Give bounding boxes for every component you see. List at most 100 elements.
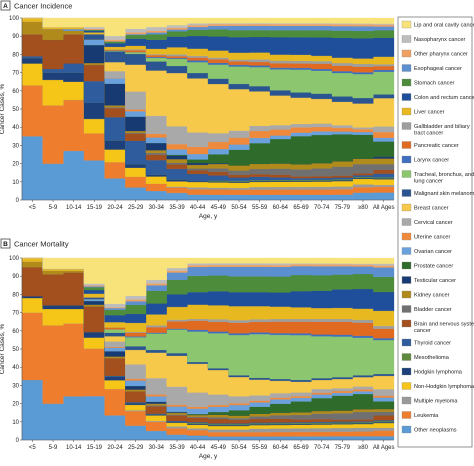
- legend-item-lip-and-oral-cavity-cancer: Lip and oral cavity cancer: [401, 20, 474, 29]
- legend-label: Cervical cancer: [414, 220, 453, 226]
- y-tick-label: 0: [16, 198, 20, 204]
- legend-label: Testicular cancer: [414, 278, 456, 284]
- legend-item-brain-and-nervous-system-cancer: Brain and nervous system cancer: [401, 319, 474, 335]
- legend-swatch: [401, 276, 412, 284]
- legend-label: Lip and oral cavity cancer: [414, 23, 474, 29]
- legend-item-uterine-cancer: Uterine cancer: [401, 232, 451, 241]
- y-tick-label: 40: [12, 125, 19, 131]
- y-axis-title: Cancer Cases, %: [0, 83, 6, 134]
- legend-swatch: [401, 107, 412, 116]
- x-tick-label: 25-29: [128, 205, 144, 211]
- legend-swatch: [401, 425, 412, 434]
- x-tick-label: ≥80: [358, 445, 369, 451]
- x-tick-label: 35-39: [169, 205, 185, 211]
- y-tick-label: 70: [12, 311, 19, 317]
- legend-swatch: [401, 122, 412, 130]
- area-lip-and-oral-cavity-cancer: [22, 17, 395, 37]
- y-tick-label: 90: [12, 274, 19, 280]
- legend-swatch: [401, 261, 412, 270]
- incidence-chart: 0 10 20 30 40 50 60 70 80 90 100 <5 5-9 10-14 15-19 20-…: [0, 16, 395, 220]
- legend-frame: [397, 16, 473, 448]
- legend-swatch: [401, 141, 412, 149]
- y-tick-label: 100: [9, 16, 20, 22]
- x-tick-label: 75-79: [335, 205, 351, 211]
- y-axis-title: Cancer Cases, %: [0, 323, 6, 374]
- legend-label: Ovarian cancer: [414, 249, 452, 255]
- legend-item-ovarian-cancer: Ovarian cancer: [401, 247, 452, 255]
- legend-item-nasopharynx-cancer: Nasopharynx cancer: [401, 35, 465, 43]
- legend-swatch: [401, 411, 412, 419]
- legend-item-kidney-cancer: Kidney cancer: [401, 290, 450, 299]
- legend-swatch: [401, 203, 412, 212]
- x-tick-label: 10-14: [66, 205, 82, 211]
- legend-item-cervical-cancer: Cervical cancer: [401, 218, 453, 226]
- legend-item-other-neoplasms: Other neoplasms: [401, 425, 457, 434]
- legend-swatch: [401, 247, 412, 255]
- legend-item-esophageal-cancer: Esophageal cancer: [401, 64, 462, 72]
- x-tick-label: 25-29: [128, 445, 144, 451]
- legend-swatch: [401, 290, 412, 299]
- x-tick-label: 65-69: [293, 205, 309, 211]
- y-tick-label: 0: [16, 438, 20, 444]
- x-tick-label: 65-69: [293, 445, 309, 451]
- legend-swatch: [401, 170, 412, 178]
- y-tick-label: 60: [12, 329, 19, 335]
- x-tick-label: 30-34: [149, 205, 165, 211]
- y-tick-label: 60: [12, 89, 19, 95]
- legend-swatch: [401, 218, 412, 226]
- x-tick-label: 20-24: [107, 445, 123, 451]
- legend-item-thyroid-cancer: Thyroid cancer: [401, 338, 451, 347]
- legend-item-gallbladder-and-biliary-tract-cancer: Gallbladder and biliary tract cancer: [401, 122, 470, 137]
- legend-swatch: [401, 64, 412, 72]
- legend-item-prostate-cancer: Prostate cancer: [401, 261, 453, 270]
- y-tick-label: 50: [12, 107, 19, 113]
- x-tick-label: 75-79: [335, 445, 351, 451]
- y-tick-label: 90: [12, 34, 19, 40]
- panel-b-badge-letter: B: [3, 241, 8, 248]
- x-tick-label: 5-9: [49, 205, 58, 211]
- legend-label: Mesothelioma: [414, 355, 450, 361]
- y-tick-label: 30: [12, 143, 19, 149]
- x-tick-label: 5-9: [49, 445, 58, 451]
- legend-item-non-hodgkin-lymphoma: Non-Hodgkin lymphoma: [401, 382, 474, 390]
- panel-a-header: A Cancer Incidence: [0, 0, 72, 11]
- legend-label: Tracheal, bronchus, and lung cancer: [414, 172, 474, 185]
- x-tick-label: ≥80: [358, 205, 369, 211]
- legend-item-pancreatic-cancer: Pancreatic cancer: [401, 141, 459, 149]
- legend-swatch: [401, 353, 412, 361]
- stacked-areas: [21, 257, 395, 441]
- legend-label: Gallbladder and biliary tract cancer: [414, 124, 470, 137]
- legend-label: Hodgkin lymphoma: [414, 370, 463, 376]
- legend-label: Non-Hodgkin lymphoma: [414, 384, 474, 390]
- legend-swatch: [401, 319, 412, 328]
- panel-b-header: B Cancer Mortality: [0, 238, 69, 249]
- y-tick-label: 100: [9, 256, 20, 262]
- legend-label: Brain and nervous system cancer: [414, 322, 474, 335]
- legend-label: Leukemia: [414, 413, 439, 419]
- panel-a-title: Cancer Incidence: [14, 2, 72, 11]
- legend-label: Nasopharynx cancer: [414, 37, 465, 43]
- legend-swatch: [401, 93, 412, 101]
- legend-swatch: [401, 78, 412, 87]
- x-tick-label: 45-49: [211, 205, 227, 211]
- x-tick-label: <5: [29, 205, 37, 211]
- y-tick-label: 10: [12, 180, 19, 186]
- legend-item-stomach-cancer: Stomach cancer: [401, 78, 455, 87]
- legend-item-bladder-cancer: Bladder cancer: [401, 305, 452, 313]
- legend-item-tracheal-bronchus-and-lung-cancer: Tracheal, bronchus, and lung cancer: [401, 170, 474, 185]
- x-tick-label: 60-64: [273, 205, 289, 211]
- x-tick-label: 60-64: [273, 445, 289, 451]
- legend-swatch: [401, 305, 412, 313]
- y-tick-label: 30: [12, 383, 19, 389]
- x-tick-label: 50-54: [231, 205, 247, 211]
- x-tick-label: 70-74: [314, 445, 330, 451]
- y-tick-label: 20: [12, 162, 19, 168]
- x-axis-title: Age, y: [199, 453, 218, 460]
- x-tick-label: 30-34: [149, 445, 165, 451]
- legend-item-testicular-cancer: Testicular cancer: [401, 276, 456, 284]
- panel-a-badge-letter: A: [3, 3, 8, 10]
- x-tick-label: 20-24: [107, 205, 123, 211]
- legend-item-leukemia: Leukemia: [401, 411, 439, 419]
- x-tick-label: 55-59: [252, 205, 268, 211]
